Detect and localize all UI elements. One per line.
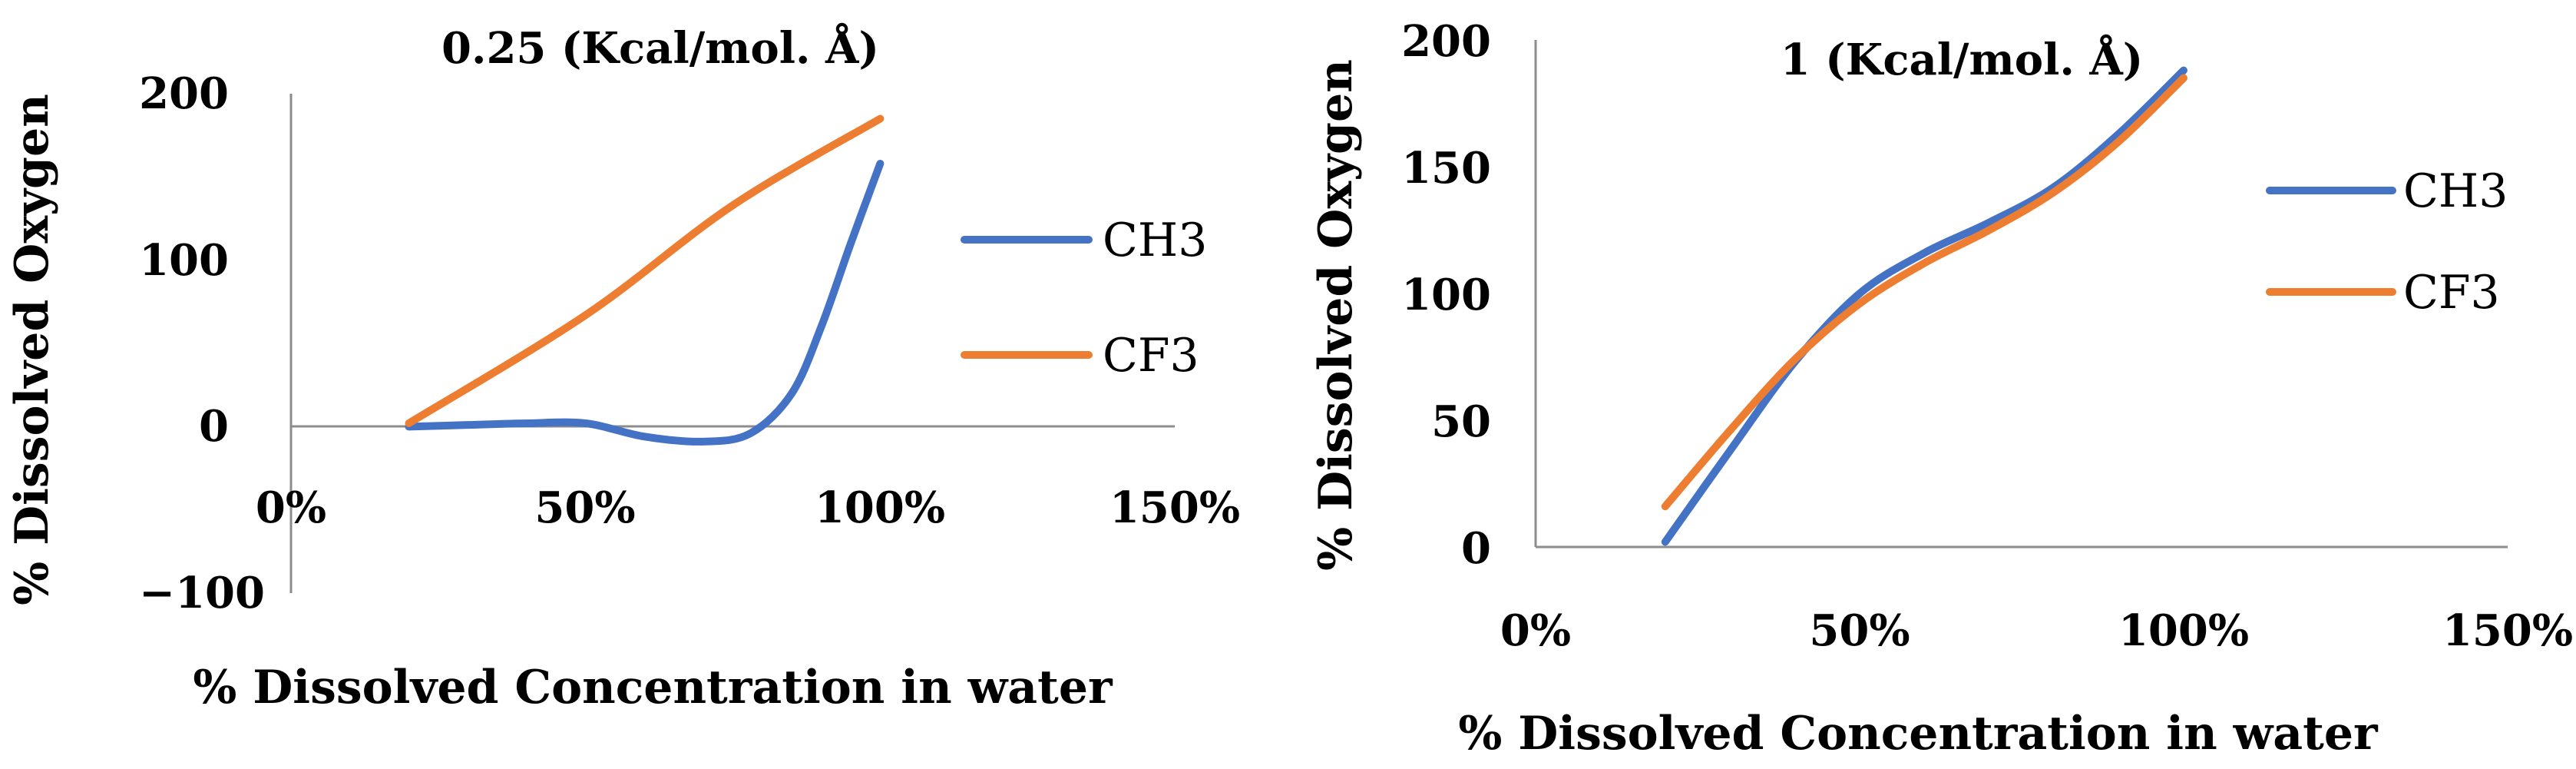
chart-2-title: 1 (Kcal/mol. Å) xyxy=(1781,34,2144,85)
chart-1-y-tick: 200 xyxy=(139,68,229,119)
chart-2-x-tick: 50% xyxy=(1809,605,1910,656)
chart-2-y-tick: 0 xyxy=(1461,523,1491,574)
chart-1-series-line-ch3 xyxy=(405,160,885,446)
chart-2-x-tick-labels: 0% 50% 100% 150% xyxy=(1500,605,2573,656)
chart-2-x-tick: 0% xyxy=(1500,605,1571,656)
chart-2-y-tick: 200 xyxy=(1401,16,1491,67)
chart-2-y-axis-title: % Dissolved Oxygen xyxy=(1309,59,1363,571)
chart-1-y-tick: 100 xyxy=(139,235,229,286)
chart-1-x-tick: 0% xyxy=(256,482,326,533)
chart-2-y-tick: 150 xyxy=(1401,143,1491,194)
chart-1-axes xyxy=(289,94,1175,593)
chart-2-series-line-cf3 xyxy=(1661,74,2187,511)
chart-1-legend-label-cf3: CF3 xyxy=(1103,329,1199,383)
chart-2-y-tick: 100 xyxy=(1401,270,1491,320)
chart-2-series xyxy=(1661,66,2187,546)
chart-1-y-tick: 0 xyxy=(199,401,229,452)
chart-1-x-tick: 150% xyxy=(1109,482,1240,533)
chart-1-x-tick: 50% xyxy=(534,482,635,533)
chart-2-y-tick-labels: 200 150 100 50 0 xyxy=(1401,16,1491,574)
chart-2-axes xyxy=(1534,40,2508,549)
chart-2-legend: CH3 CF3 xyxy=(2266,164,2508,320)
chart-1-title: 0.25 (Kcal/mol. Å) xyxy=(441,22,879,74)
chart-1-legend-label-ch3: CH3 xyxy=(1103,214,1207,267)
chart-1-legend: CH3 CF3 xyxy=(961,214,1207,383)
chart-1-x-tick: 100% xyxy=(815,482,945,533)
chart-1-y-tick: −100 xyxy=(139,568,265,618)
chart-1-series xyxy=(405,114,885,446)
chart-2-x-tick: 100% xyxy=(2118,605,2249,656)
chart-2-high-energy: 1 (Kcal/mol. Å) 200 150 100 50 0 0% 50% … xyxy=(1309,16,2573,761)
chart-1-y-axis-title: % Dissolved Oxygen xyxy=(5,94,59,605)
chart-1-x-axis-title: % Dissolved Concentration in water xyxy=(193,661,1113,714)
chart-2-x-axis-title: % Dissolved Concentration in water xyxy=(1458,707,2379,761)
chart-2-series-line-ch3 xyxy=(1661,66,2187,546)
chart-1-series-line-cf3 xyxy=(405,114,885,427)
chart-1-low-energy: 0.25 (Kcal/mol. Å) 200 100 0 −100 0% 50%… xyxy=(5,22,1240,714)
chart-2-legend-label-cf3: CF3 xyxy=(2403,266,2500,320)
chart-2-y-tick: 50 xyxy=(1431,396,1491,447)
chart-2-x-tick: 150% xyxy=(2442,605,2573,656)
chart-1-y-tick-labels: 200 100 0 −100 xyxy=(139,68,265,618)
chart-1-x-tick-labels: 0% 50% 100% 150% xyxy=(256,482,1240,533)
chart-2-legend-label-ch3: CH3 xyxy=(2403,164,2508,218)
